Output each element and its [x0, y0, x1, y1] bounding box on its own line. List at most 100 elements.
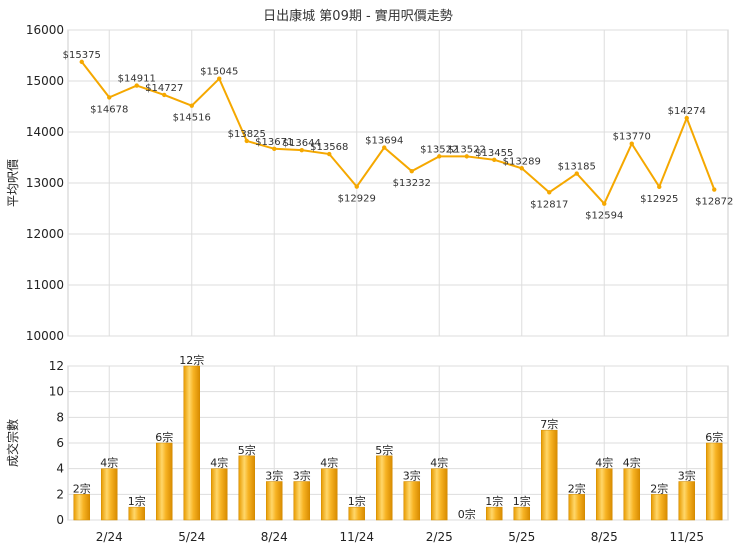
price-point [409, 168, 414, 174]
price-point [134, 83, 139, 88]
volume-bar [568, 494, 585, 521]
volume-data-label: 4宗 [430, 456, 448, 470]
bar-y-tick-label: 0 [56, 513, 64, 527]
bar-y-tick-label: 8 [56, 410, 64, 424]
price-point [217, 76, 222, 81]
price-data-label: $14678 [90, 104, 128, 115]
volume-data-label: 4宗 [210, 456, 228, 470]
price-line-panel: 16000 15000 14000 13000 12000 11000 10000 平均呎價 $… [6, 23, 733, 343]
volume-data-label: 1宗 [485, 494, 503, 508]
volume-data-label: 6宗 [705, 430, 723, 444]
volume-data-label: 4宗 [595, 456, 613, 470]
price-data-label: $12925 [640, 194, 678, 205]
price-data-label: $13289 [503, 156, 541, 167]
x-tick-label: 8/24 [261, 530, 288, 544]
line-y-tick-label: 15000 [26, 74, 64, 88]
volume-bar [486, 506, 503, 521]
volume-bar [623, 468, 640, 521]
volume-data-label: 3宗 [403, 469, 421, 483]
price-point [382, 145, 387, 150]
volume-bar [513, 506, 530, 521]
price-point [464, 154, 469, 159]
volume-data-label: 6宗 [155, 430, 173, 444]
x-tick-label: 2/24 [96, 530, 123, 544]
volume-data-label: 1宗 [348, 494, 366, 508]
volume-data-label: 3宗 [265, 469, 283, 483]
chart-title: 日出康城 第09期 - 實用呎價走勢 [263, 8, 453, 24]
x-tick-label: 2/25 [426, 530, 453, 544]
price-point [519, 166, 524, 171]
volume-data-label: 4宗 [623, 456, 641, 470]
price-data-label: $13568 [310, 142, 348, 153]
price-data-label: $13522 [420, 144, 458, 155]
price-point [547, 190, 552, 195]
line-y-tick-label: 14000 [26, 125, 64, 139]
volume-data-label: 1宗 [128, 494, 146, 508]
price-point [162, 92, 167, 98]
price-point [437, 154, 442, 159]
x-tick-label: 5/24 [178, 530, 205, 544]
bar-y-tick-label: 4 [56, 462, 64, 476]
price-point [244, 138, 249, 144]
line-y-tick-label: 11000 [26, 278, 64, 292]
x-tick-label: 8/25 [591, 530, 618, 544]
volume-bar [678, 481, 695, 521]
volume-bar [348, 506, 365, 521]
bar-y-tick-label: 6 [56, 436, 64, 450]
x-tick-label: 11/25 [669, 530, 704, 544]
price-point [299, 147, 304, 153]
price-point [272, 146, 277, 151]
price-data-label: $13522 [448, 144, 486, 155]
volume-bar [541, 429, 558, 521]
price-data-label: $15375 [63, 50, 101, 61]
volume-data-label: 2宗 [73, 481, 91, 495]
volume-data-label: 3宗 [293, 469, 311, 483]
x-tick-label: 5/25 [508, 530, 535, 544]
price-point [79, 59, 84, 65]
price-data-label: $12872 [695, 197, 733, 208]
price-data-label: $13671 [255, 137, 293, 148]
volume-bar [376, 455, 393, 521]
price-data-label: $13825 [228, 129, 266, 140]
line-y-tick-label: 10000 [26, 329, 64, 343]
volume-data-label: 3宗 [678, 469, 696, 483]
line-y-tick-label: 13000 [26, 176, 64, 190]
volume-bar [596, 468, 613, 521]
price-point [684, 115, 689, 121]
price-data-label: $13232 [393, 178, 431, 189]
volume-data-label: 2宗 [568, 481, 586, 495]
price-data-label: $14274 [668, 106, 706, 117]
volume-bar [431, 468, 448, 521]
volume-bar [293, 481, 310, 521]
volume-bar [73, 494, 90, 521]
volume-bar [101, 468, 118, 521]
price-data-label: $15045 [200, 67, 238, 78]
price-point [602, 201, 607, 206]
volume-bar [706, 442, 723, 521]
volume-bar [128, 506, 145, 521]
line-y-tick-label: 16000 [26, 23, 64, 37]
x-tick-label: 11/24 [339, 530, 374, 544]
volume-data-label: 4宗 [100, 456, 118, 470]
volume-data-label: 5宗 [375, 443, 393, 457]
price-data-label: $13185 [558, 162, 596, 173]
bar-y-tick-label: 10 [49, 385, 64, 399]
price-data-label: $13644 [283, 138, 321, 149]
price-point [189, 103, 194, 108]
volume-bar [403, 481, 420, 521]
volume-bar [266, 481, 283, 521]
volume-data-label: 2宗 [650, 481, 668, 495]
price-data-label: $13694 [365, 136, 403, 147]
volume-data-label: 5宗 [238, 443, 256, 457]
bar-y-axis-title: 成交宗數 [5, 419, 20, 467]
volume-data-label: 0宗 [458, 507, 476, 521]
bar-y-tick-label: 2 [56, 487, 64, 501]
volume-data-label: 7宗 [540, 417, 558, 431]
price-point [327, 151, 332, 157]
price-data-label: $12594 [585, 211, 623, 222]
volume-bar [651, 494, 668, 521]
price-data-label: $13455 [475, 148, 513, 159]
volume-bar [156, 442, 173, 521]
